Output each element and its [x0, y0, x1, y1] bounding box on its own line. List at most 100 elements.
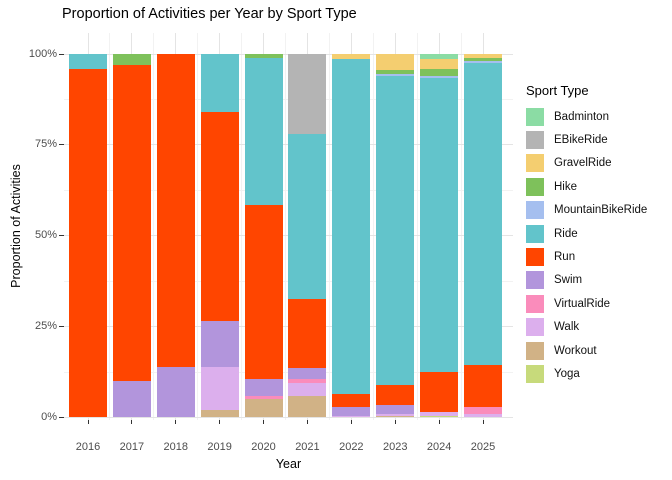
bar-segment-run-2023 [376, 384, 415, 405]
bar-segment-walk-2022 [332, 415, 371, 418]
bar-segment-mountainbikeride-2025 [464, 61, 502, 64]
bar-segment-swim-2021 [288, 368, 327, 380]
bar-segment-ride-2023 [376, 75, 415, 385]
legend-item-walk: Walk [526, 316, 579, 339]
legend-item-ebikeride: EBikeRide [526, 128, 608, 151]
gridline-minor-x [328, 33, 330, 420]
y-tick-label: 100% [28, 47, 57, 60]
bar-segment-run-2018 [156, 54, 195, 367]
x-tick-label: 2018 [163, 441, 188, 453]
legend-swatch-run [526, 247, 544, 266]
bar-segment-swim-2023 [376, 404, 415, 414]
x-axis-tick [438, 420, 440, 424]
gridline-minor-x [241, 33, 243, 420]
legend-item-run: Run [526, 245, 575, 268]
plot-panel [64, 33, 513, 420]
legend-swatch-swim [526, 271, 544, 290]
y-axis-tick [59, 326, 64, 328]
chart-title: Proportion of Activities per Year by Spo… [62, 6, 357, 22]
legend-item-label: GravelRide [554, 157, 612, 170]
bar-segment-hike-2020 [244, 54, 283, 58]
x-axis-tick [263, 420, 265, 424]
bar-segment-swim-2022 [332, 406, 371, 416]
bar-segment-hike-2017 [112, 54, 151, 65]
bar-segment-gravelride-2025 [464, 54, 502, 58]
bar-2019 [200, 54, 239, 418]
gridline-minor-x [197, 33, 199, 420]
legend-swatch-yoga [526, 364, 544, 383]
legend-item-badminton: Badminton [526, 105, 609, 128]
bar-segment-run-2019 [200, 112, 239, 322]
legend-item-label: Run [554, 250, 576, 263]
bar-segment-workout-2023 [376, 415, 415, 418]
bar-segment-run-2025 [464, 364, 502, 407]
legend-item-label: Badminton [554, 110, 609, 123]
gridline-minor-x [416, 33, 418, 420]
bar-2024 [420, 54, 459, 418]
x-tick-label: 2017 [119, 441, 145, 453]
bar-segment-mountainbikeride-2024 [420, 75, 459, 78]
bar-segment-gravelride-2024 [420, 59, 459, 69]
bar-segment-workout-2021 [288, 395, 327, 418]
legend-title: Sport Type [526, 83, 589, 98]
legend-item-hike: Hike [526, 175, 577, 198]
bar-segment-hike-2023 [376, 70, 415, 74]
x-axis-tick [306, 420, 308, 424]
legend-swatch-mountainbikeride [526, 201, 544, 220]
bar-segment-swim-2020 [244, 379, 283, 396]
bar-segment-virtualride-2025 [464, 406, 502, 414]
x-tick-label: 2022 [339, 441, 364, 453]
y-tick-label: 50% [34, 229, 57, 242]
bar-segment-gravelride-2022 [332, 54, 371, 60]
legend-swatch-ride [526, 224, 544, 243]
bar-segment-run-2022 [332, 393, 371, 407]
legend-item-gravelride: GravelRide [526, 152, 612, 175]
legend-item-label: Hike [554, 180, 578, 193]
bar-segment-ebikeride-2021 [288, 54, 327, 134]
bar-segment-mountainbikeride-2023 [376, 73, 415, 76]
y-tick-label: 75% [34, 138, 57, 151]
legend-item-workout: Workout [526, 339, 597, 362]
legend-item-label: Swim [554, 274, 583, 287]
bar-segment-run-2024 [420, 372, 459, 412]
y-axis-tick [59, 53, 64, 55]
bar-segment-run-2016 [69, 68, 107, 418]
bar-segment-walk-2025 [464, 413, 502, 418]
bar-segment-gravelride-2023 [376, 54, 415, 71]
bar-segment-workout-2019 [200, 410, 239, 418]
bar-segment-run-2020 [244, 204, 283, 380]
bar-segment-hike-2025 [464, 57, 502, 62]
y-tick-label: 0% [41, 411, 57, 423]
legend-item-swim: Swim [526, 269, 582, 292]
bar-segment-ride-2016 [69, 54, 107, 69]
legend-item-mountainbikeride: MountainBikeRide [526, 199, 647, 222]
legend-swatch-walk [526, 318, 544, 337]
y-tick-label: 25% [34, 320, 57, 333]
legend-item-label: VirtualRide [554, 297, 611, 310]
bar-segment-yoga-2024 [420, 415, 459, 418]
bar-segment-ride-2019 [200, 54, 239, 113]
bar-2025 [464, 54, 502, 418]
bar-segment-swim-2019 [200, 321, 239, 367]
bar-segment-badminton-2024 [420, 54, 459, 60]
bar-segment-virtualride-2021 [288, 379, 327, 383]
x-tick-label: 2019 [207, 441, 232, 453]
bar-segment-hike-2024 [420, 68, 459, 76]
bar-segment-ride-2021 [288, 133, 327, 300]
bar-2018 [156, 54, 195, 418]
legend-swatch-virtualride [526, 294, 544, 313]
x-tick-label: 2020 [251, 441, 276, 453]
legend-item-label: EBikeRide [554, 133, 608, 146]
x-axis-tick [175, 420, 177, 424]
legend-item-label: Workout [554, 344, 597, 357]
bar-2020 [244, 54, 283, 418]
y-axis-tick [59, 235, 64, 237]
x-tick-label: 2016 [75, 441, 101, 453]
legend-swatch-hike [526, 177, 544, 196]
y-axis-title: Proportion of Activities [9, 164, 23, 288]
legend-item-label: MountainBikeRide [554, 204, 648, 217]
bar-segment-ride-2025 [464, 63, 502, 365]
gridline-minor-x [109, 33, 111, 420]
x-tick-label: 2023 [382, 441, 408, 453]
